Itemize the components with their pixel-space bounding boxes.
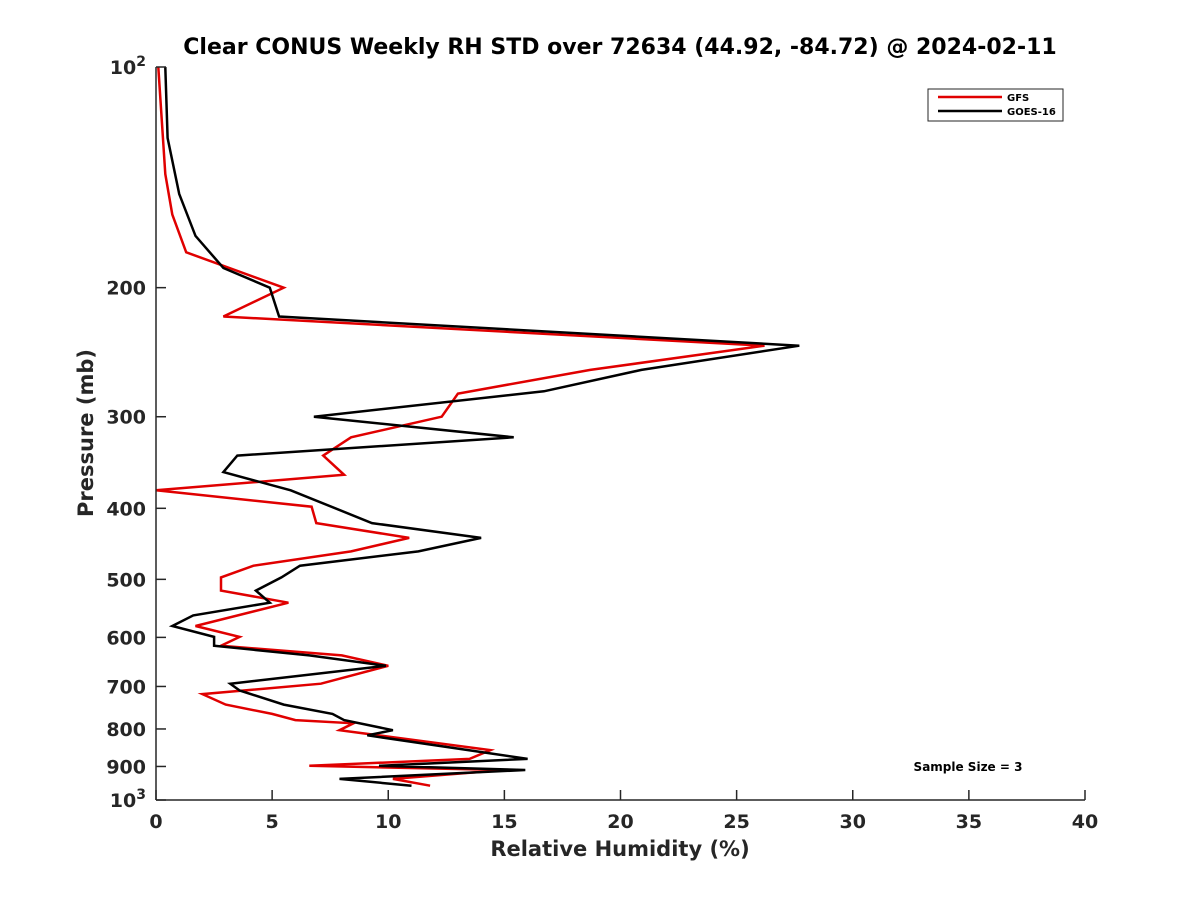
- y-tick-label: 700: [106, 676, 146, 698]
- x-tick-label: 20: [607, 811, 633, 833]
- y-tick-label: 300: [106, 407, 146, 429]
- sample-size-annotation: Sample Size = 3: [914, 760, 1023, 774]
- y-tick-label: 500: [106, 569, 146, 591]
- legend-box: [927, 88, 1064, 122]
- x-tick-label: 35: [956, 811, 982, 833]
- x-ticks: 0 5 10 15 20 25 30 35 40: [149, 790, 1098, 833]
- x-tick-label: 25: [723, 811, 749, 833]
- y-tick-label: 102: [110, 54, 146, 79]
- y-tick-label: 103: [110, 787, 146, 812]
- x-tick-label: 10: [375, 811, 401, 833]
- y-tick-label: 900: [106, 756, 146, 778]
- x-axis-label: Relative Humidity (%): [490, 837, 749, 861]
- y-axis-label: Pressure (mb): [74, 349, 98, 517]
- x-tick-label: 30: [840, 811, 866, 833]
- legend-label-gfs: GFS: [1007, 93, 1029, 104]
- chart-title: Clear CONUS Weekly RH STD over 72634 (44…: [183, 35, 1056, 60]
- y-tick-label: 800: [106, 719, 146, 741]
- series-line-goes16: [164, 66, 800, 787]
- series-layer: [155, 66, 800, 787]
- y-tick-label: 200: [106, 278, 146, 300]
- x-tick-label: 15: [491, 811, 517, 833]
- y-tick-label: 600: [106, 627, 146, 649]
- axes: 0 5 10 15 20 25 30 35 40 102 200 300 400 500 600 700 80…: [106, 54, 1098, 833]
- legend: GFS GOES-16: [927, 88, 1064, 122]
- series-line-gfs: [155, 66, 765, 787]
- legend-label-goes16: GOES-16: [1007, 107, 1056, 118]
- x-tick-label: 5: [266, 811, 279, 833]
- y-tick-label: 400: [106, 498, 146, 520]
- x-tick-label: 0: [149, 811, 162, 833]
- x-tick-label: 40: [1072, 811, 1098, 833]
- y-ticks: 102 200 300 400 500 600 700 800 900 103: [106, 54, 166, 812]
